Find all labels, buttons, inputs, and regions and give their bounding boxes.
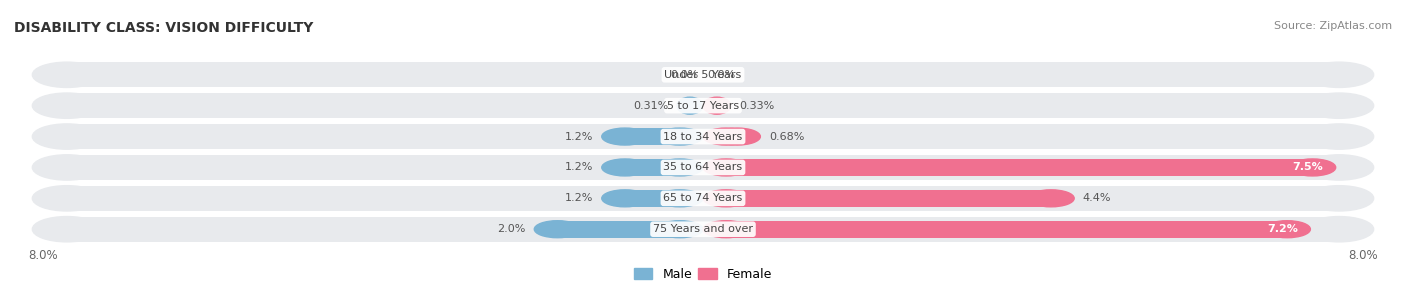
Circle shape	[1305, 155, 1374, 180]
Text: 0.0%: 0.0%	[707, 70, 735, 80]
Bar	[67, 93, 1339, 118]
Bar	[624, 190, 681, 207]
Text: 1.2%: 1.2%	[565, 162, 593, 172]
Bar	[725, 190, 1052, 207]
Bar	[67, 124, 1339, 149]
Text: 0.0%: 0.0%	[671, 70, 699, 80]
Text: 4.4%: 4.4%	[1083, 193, 1111, 203]
Circle shape	[602, 159, 648, 176]
Bar	[67, 186, 1339, 211]
Text: 1.2%: 1.2%	[565, 193, 593, 203]
Circle shape	[657, 159, 703, 176]
Bar	[725, 221, 1288, 238]
Bar	[67, 62, 1339, 88]
Circle shape	[714, 128, 761, 145]
Circle shape	[1264, 221, 1310, 238]
Circle shape	[1305, 186, 1374, 211]
Circle shape	[657, 190, 703, 207]
Text: 65 to 74 Years: 65 to 74 Years	[664, 193, 742, 203]
Bar	[725, 128, 737, 145]
Circle shape	[657, 128, 703, 145]
Circle shape	[32, 186, 101, 211]
Legend: Male, Female: Male, Female	[628, 263, 778, 286]
Text: 0.68%: 0.68%	[769, 132, 804, 142]
Text: 75 Years and over: 75 Years and over	[652, 224, 754, 234]
Circle shape	[703, 159, 749, 176]
Text: Source: ZipAtlas.com: Source: ZipAtlas.com	[1274, 21, 1392, 31]
Ellipse shape	[703, 97, 731, 114]
Text: Under 5 Years: Under 5 Years	[665, 70, 741, 80]
Text: 1.2%: 1.2%	[565, 132, 593, 142]
Text: 5 to 17 Years: 5 to 17 Years	[666, 101, 740, 111]
Circle shape	[1289, 159, 1336, 176]
Circle shape	[32, 216, 101, 242]
Circle shape	[534, 221, 581, 238]
Bar	[624, 159, 681, 176]
Circle shape	[1305, 124, 1374, 149]
Circle shape	[703, 128, 749, 145]
Circle shape	[32, 93, 101, 118]
Circle shape	[32, 62, 101, 88]
Circle shape	[703, 221, 749, 238]
Bar	[67, 216, 1339, 242]
Text: 7.2%: 7.2%	[1267, 224, 1298, 234]
Circle shape	[703, 190, 749, 207]
Circle shape	[602, 190, 648, 207]
Circle shape	[1028, 190, 1074, 207]
Text: 18 to 34 Years: 18 to 34 Years	[664, 132, 742, 142]
Circle shape	[1305, 93, 1374, 118]
Circle shape	[1305, 216, 1374, 242]
Text: DISABILITY CLASS: VISION DIFFICULTY: DISABILITY CLASS: VISION DIFFICULTY	[14, 21, 314, 35]
Text: 2.0%: 2.0%	[498, 224, 526, 234]
Ellipse shape	[676, 97, 703, 114]
Bar	[558, 221, 681, 238]
Circle shape	[32, 124, 101, 149]
Text: 8.0%: 8.0%	[28, 249, 58, 262]
Bar	[67, 155, 1339, 180]
Bar	[725, 159, 1313, 176]
Circle shape	[657, 221, 703, 238]
Text: 35 to 64 Years: 35 to 64 Years	[664, 162, 742, 172]
Text: 7.5%: 7.5%	[1292, 162, 1323, 172]
Text: 8.0%: 8.0%	[1348, 249, 1378, 262]
Circle shape	[602, 128, 648, 145]
Bar	[624, 128, 681, 145]
Circle shape	[32, 155, 101, 180]
Circle shape	[1305, 62, 1374, 88]
Text: 0.33%: 0.33%	[740, 101, 775, 111]
Text: 0.31%: 0.31%	[633, 101, 668, 111]
